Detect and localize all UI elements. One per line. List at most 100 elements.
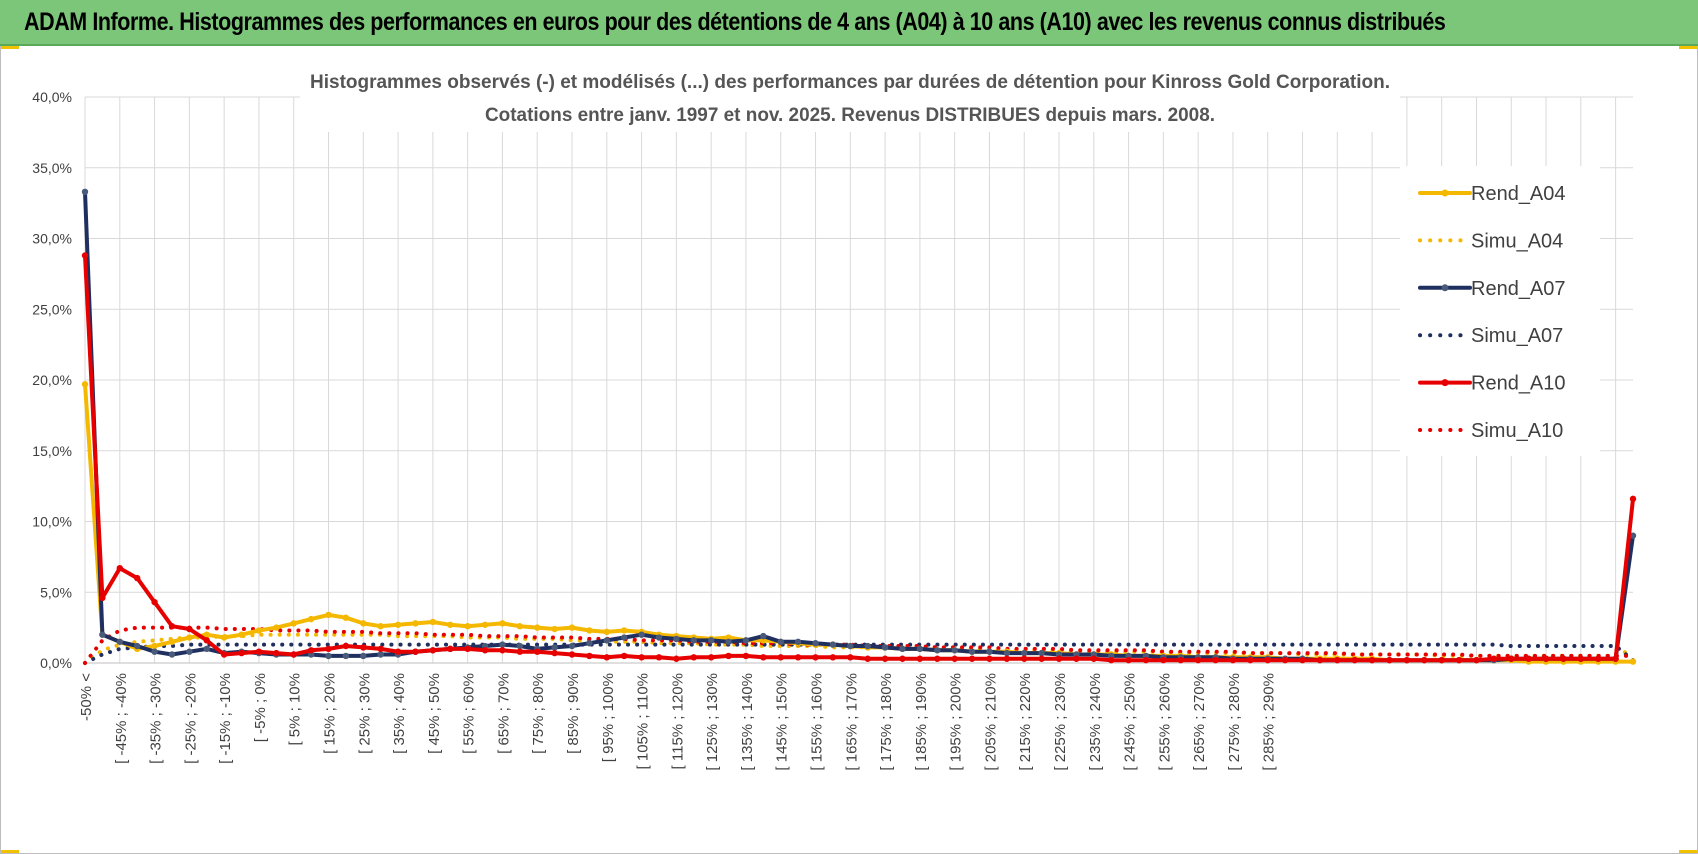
point-rend_a10: [273, 649, 280, 657]
point-rend_a10: [951, 655, 958, 662]
point-rend_a07: [116, 638, 123, 645]
y-tick-label: 5,0%: [40, 584, 72, 600]
point-rend_a10: [968, 655, 976, 662]
point-rend_a10: [290, 651, 297, 658]
point-rend_a07: [1629, 532, 1637, 539]
point-rend_a10: [1264, 656, 1271, 664]
point-rend_a04: [81, 381, 89, 388]
point-rend_a07: [360, 652, 367, 660]
point-rend_a07: [377, 651, 384, 658]
point-rend_a07: [829, 641, 837, 648]
point-rend_a04: [499, 620, 506, 627]
y-tick-label: 0,0%: [40, 655, 72, 671]
x-tick-label: [ 265% ; 270%: [1191, 673, 1208, 771]
x-tick-label: [ 55% ; 60%: [461, 673, 478, 754]
point-rend_a04: [551, 625, 558, 633]
point-rend_a04: [481, 621, 489, 628]
point-rend_a07: [1021, 649, 1028, 657]
point-rend_a10: [551, 649, 558, 657]
point-rend_a07: [881, 644, 889, 651]
point-rend_a04: [255, 627, 263, 634]
point-rend_a04: [186, 634, 193, 641]
series-line-simu_a10: [83, 625, 1635, 665]
y-tick-label: 20,0%: [32, 372, 72, 388]
point-rend_a07: [620, 634, 628, 641]
point-rend_a07: [325, 652, 332, 660]
point-rend_a10: [1368, 656, 1376, 664]
point-rend_a04: [534, 624, 541, 631]
point-rend_a10: [325, 645, 332, 653]
legend-label-simu_a07: Simu_A07: [1471, 325, 1563, 347]
x-tick-label: [ -25% ; -20%: [182, 673, 199, 764]
point-rend_a10: [1612, 655, 1619, 662]
point-rend_a07: [794, 638, 802, 645]
x-tick-label: [ 95% ; 100%: [600, 673, 617, 762]
point-rend_a10: [1455, 656, 1463, 664]
point-rend_a10: [986, 655, 993, 662]
point-rend_a04: [307, 615, 315, 623]
y-tick-label: 30,0%: [32, 231, 72, 247]
point-rend_a10: [1525, 655, 1532, 662]
legend-backdrop: [1400, 166, 1600, 456]
point-rend_a04: [586, 627, 593, 634]
x-tick-label: [ 275% ; 280%: [1226, 673, 1243, 771]
x-tick-label: [ 225% ; 230%: [1052, 673, 1069, 771]
point-rend_a10: [1229, 656, 1237, 664]
point-rend_a10: [1125, 656, 1132, 664]
header-bar: ADAM Informe. Histogrammes des performan…: [0, 0, 1698, 46]
legend-label-simu_a10: Simu_A10: [1471, 420, 1563, 442]
x-tick-label: [ -45% ; -40%: [113, 673, 130, 764]
title-backdrop: [300, 62, 1400, 132]
point-rend_a10: [133, 574, 141, 582]
point-rend_a04: [620, 627, 628, 634]
x-tick-label: [ 205% ; 210%: [982, 673, 999, 771]
x-tick-label: [ 65% ; 70%: [495, 673, 512, 754]
point-rend_a10: [1142, 656, 1150, 664]
point-rend_a04: [168, 638, 176, 645]
point-rend_a10: [1316, 656, 1324, 664]
point-rend_a10: [1421, 656, 1428, 664]
point-rend_a07: [777, 638, 784, 645]
point-rend_a07: [934, 647, 941, 654]
point-rend_a10: [1108, 656, 1115, 664]
point-rend_a10: [81, 252, 89, 259]
x-tick-label: [ 15% ; 20%: [322, 673, 339, 754]
chart-title-line1: Histogrammes observés (-) et modélisés (…: [310, 72, 1390, 93]
y-tick-label: 10,0%: [32, 514, 72, 530]
point-rend_a10: [220, 651, 228, 658]
point-rend_a07: [707, 637, 715, 644]
point-rend_a10: [1281, 656, 1289, 664]
x-tick-label: [ 35% ; 40%: [391, 673, 408, 754]
point-rend_a07: [81, 188, 89, 196]
point-rend_a04: [342, 614, 350, 621]
point-rend_a10: [516, 648, 524, 655]
x-axis-labels: -50% < [ -45% ; -40% [ -35% ; -30% [ -25% ;…: [78, 673, 1278, 771]
x-tick-label: [ 185% ; 190%: [913, 673, 930, 771]
legend-label-rend_a07: Rend_A07: [1471, 278, 1566, 300]
point-rend_a07: [968, 648, 976, 655]
point-rend_a10: [1090, 655, 1098, 662]
point-rend_a10: [1021, 655, 1028, 662]
point-rend_a10: [1160, 656, 1167, 664]
point-rend_a10: [586, 652, 593, 660]
point-rend_a07: [1038, 649, 1045, 657]
point-rend_a07: [568, 642, 576, 650]
point-rend_a04: [290, 620, 297, 627]
point-rend_a10: [342, 642, 350, 650]
point-rend_a10: [899, 655, 906, 662]
chart-title-line2: Cotations entre janv. 1997 et nov. 2025.…: [485, 105, 1215, 126]
point-rend_a07: [899, 645, 906, 653]
x-tick-label: -50% <: [78, 673, 95, 721]
legend-marker: [1441, 284, 1449, 292]
point-rend_a10: [238, 649, 245, 657]
point-rend_a04: [360, 620, 367, 627]
point-rend_a04: [603, 628, 610, 636]
point-rend_a10: [916, 655, 924, 662]
point-rend_a10: [829, 654, 837, 661]
legend-label-rend_a10: Rend_A10: [1471, 373, 1566, 395]
corner-mark-br: [1679, 850, 1697, 853]
point-rend_a10: [203, 637, 210, 644]
point-rend_a10: [116, 564, 123, 572]
point-rend_a10: [1055, 655, 1063, 662]
